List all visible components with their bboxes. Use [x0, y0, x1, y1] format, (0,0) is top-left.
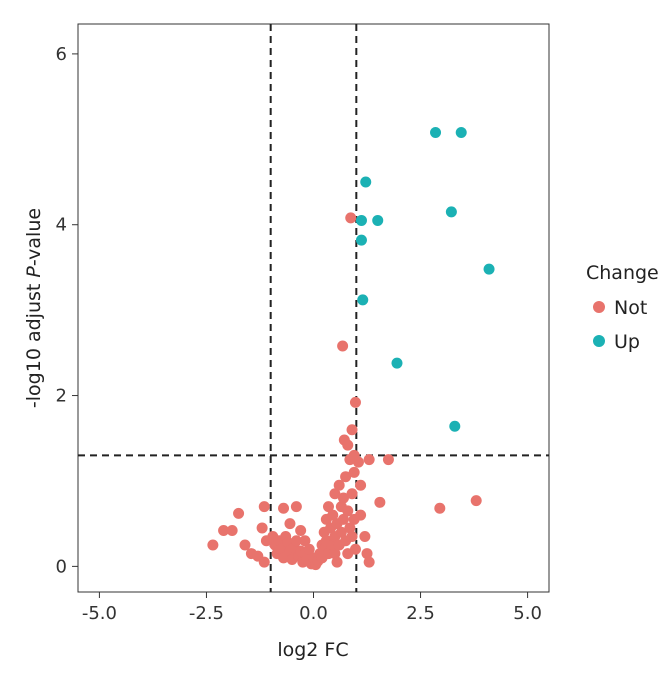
point-not: [342, 439, 354, 451]
point-not: [346, 530, 358, 542]
plot-panel: [77, 23, 550, 593]
y-axis-title: -log10 adjust P-value: [23, 208, 45, 408]
point-not: [342, 505, 354, 517]
y-tick-label: 2: [56, 386, 67, 407]
legend-swatch-up: [593, 335, 605, 347]
point-not: [346, 488, 358, 500]
point-not: [346, 424, 358, 436]
legend-label-not: Not: [614, 297, 647, 319]
x-tick-label: 0.0: [299, 603, 328, 624]
point-up: [455, 126, 467, 138]
legend-label-up: Up: [614, 331, 640, 353]
point-not: [278, 502, 290, 514]
point-up: [391, 357, 403, 369]
x-tick-label: 2.5: [406, 603, 435, 624]
point-not: [344, 522, 356, 534]
point-not: [303, 543, 315, 555]
y-tick-label: 0: [56, 556, 67, 577]
point-not: [331, 556, 343, 568]
point-not: [374, 496, 386, 508]
y-axis-title-suffix: -value: [23, 208, 45, 266]
point-not: [256, 522, 268, 534]
point-not: [355, 479, 367, 491]
point-up: [372, 214, 384, 226]
point-not: [349, 396, 361, 408]
point-not: [355, 509, 367, 521]
point-not: [329, 548, 341, 560]
point-not: [258, 501, 270, 513]
point-not: [218, 525, 230, 537]
y-tick-label: 6: [56, 44, 67, 65]
point-not: [363, 556, 375, 568]
point-not: [335, 526, 347, 538]
point-not: [359, 530, 371, 542]
point-not: [348, 466, 360, 478]
point-up: [360, 176, 372, 188]
point-up: [355, 234, 367, 246]
point-not: [340, 471, 352, 483]
threshold-lines: [78, 24, 549, 592]
point-up: [445, 206, 457, 218]
point-not: [345, 212, 357, 224]
point-not: [290, 535, 302, 547]
point-not: [349, 543, 361, 555]
point-not: [382, 454, 394, 466]
point-not: [299, 535, 311, 547]
x-tick-label: -5.0: [82, 603, 117, 624]
point-up: [357, 294, 369, 306]
point-up: [430, 126, 442, 138]
point-not: [337, 513, 349, 525]
point-not: [470, 495, 482, 507]
point-not: [207, 539, 219, 551]
x-axis-title: log2 FC: [277, 639, 348, 661]
legend: Change Not Up: [586, 262, 659, 353]
point-up: [483, 263, 495, 275]
y-axis-title-prefix: -log10 adjust: [23, 278, 45, 408]
point-not: [363, 454, 375, 466]
point-not: [322, 501, 334, 513]
data-points: [207, 126, 495, 571]
point-up: [449, 420, 461, 432]
point-not: [337, 340, 349, 352]
point-not: [258, 556, 270, 568]
point-not: [260, 535, 272, 547]
point-not: [284, 518, 296, 530]
point-not: [361, 548, 373, 560]
point-not: [295, 525, 307, 537]
legend-swatch-not: [593, 301, 605, 313]
point-not: [352, 456, 364, 468]
x-tick-label: 5.0: [513, 603, 542, 624]
point-not: [337, 492, 349, 504]
x-tick-label: -2.5: [189, 603, 224, 624]
point-not: [226, 525, 238, 537]
point-up: [355, 214, 367, 226]
y-tick-label: 4: [56, 215, 67, 236]
legend-title: Change: [586, 262, 659, 284]
axes: -5.0 -2.5 0.0 2.5 5.0 0 2 4 6: [56, 44, 542, 624]
point-not: [290, 501, 302, 513]
point-not: [233, 507, 245, 519]
point-not: [434, 502, 446, 514]
point-not: [333, 479, 345, 491]
point-not: [239, 539, 251, 551]
point-not: [329, 488, 341, 500]
y-axis-title-italic: P: [23, 266, 45, 278]
point-not: [327, 509, 339, 521]
